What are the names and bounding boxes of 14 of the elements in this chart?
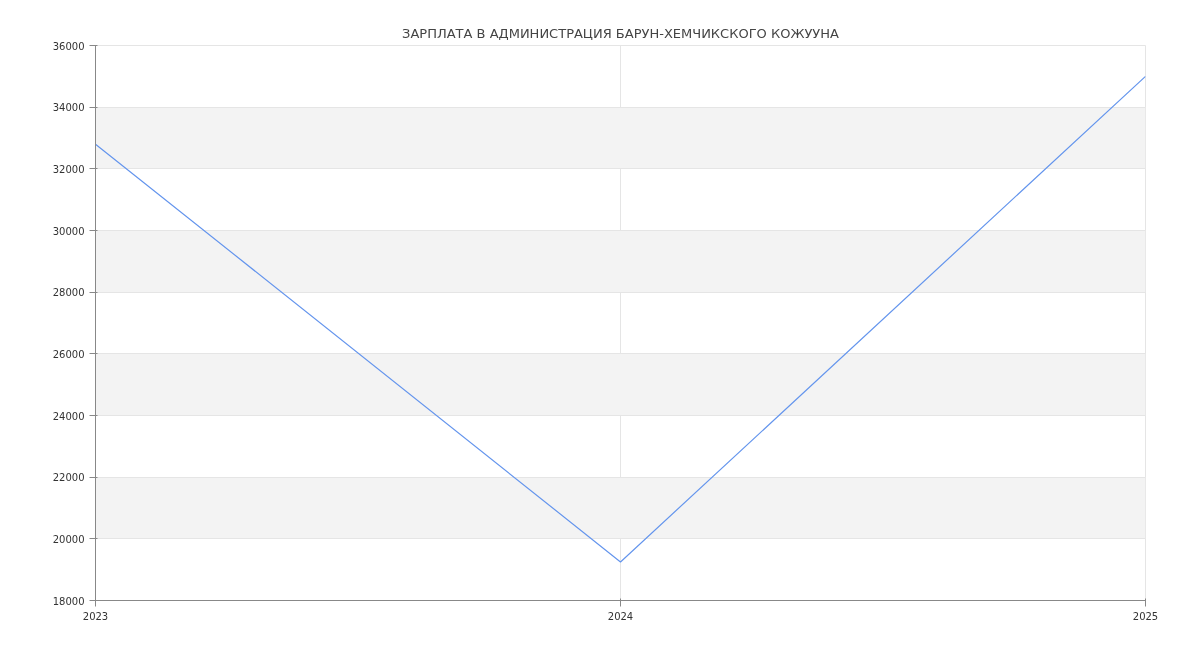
y-tick-label: 36000 xyxy=(52,40,85,52)
y-tick-label: 30000 xyxy=(52,225,85,237)
y-tick-label: 18000 xyxy=(52,595,85,607)
y-tick-label: 34000 xyxy=(52,102,85,114)
y-tick-label: 26000 xyxy=(52,348,85,360)
x-tick-label: 2025 xyxy=(1132,610,1159,622)
chart-title: ЗАРПЛАТА В АДМИНИСТРАЦИЯ БАРУН-ХЕМЧИКСКОГО КОЖУУНА xyxy=(402,25,840,41)
y-tick-label: 32000 xyxy=(52,163,85,175)
y-tick-label: 22000 xyxy=(52,472,85,484)
y-tick-label: 20000 xyxy=(52,533,85,545)
x-tick-label: 2023 xyxy=(82,610,109,622)
x-tick-label: 2024 xyxy=(607,610,634,622)
y-tick-label: 28000 xyxy=(52,287,85,299)
y-tick-label: 24000 xyxy=(52,410,85,422)
